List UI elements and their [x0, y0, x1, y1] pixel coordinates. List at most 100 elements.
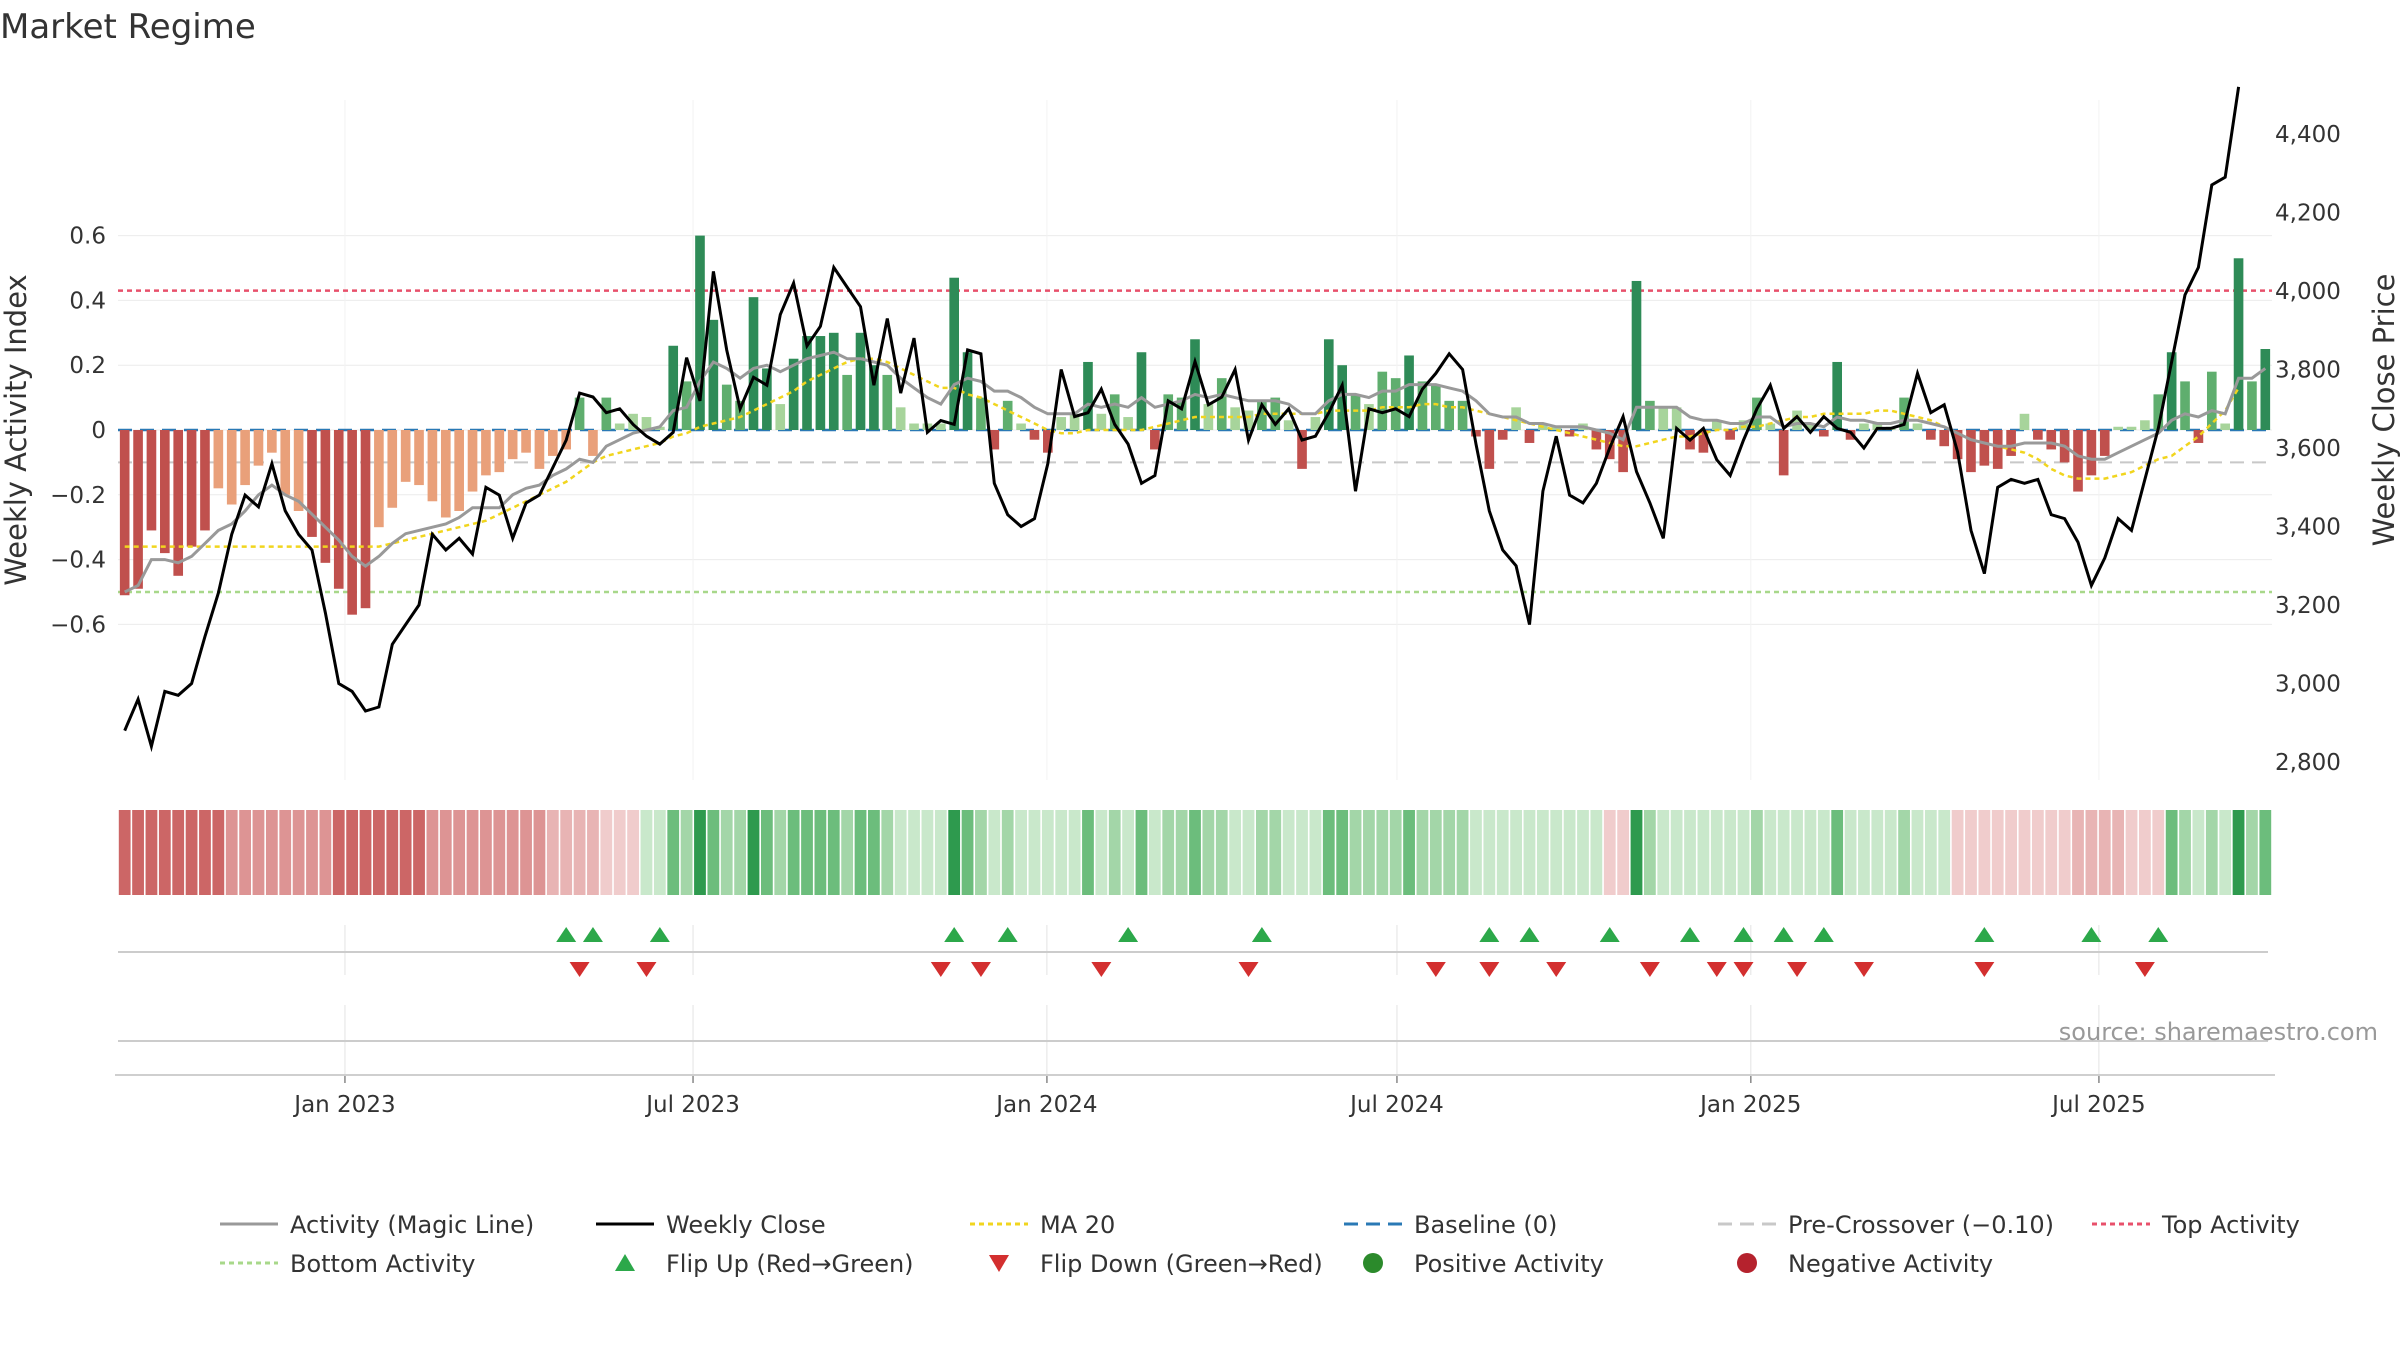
regime-cell — [453, 810, 466, 895]
flip-down-marker — [636, 962, 657, 977]
regime-cell — [306, 810, 318, 895]
activity-bar — [614, 423, 625, 430]
regime-cell — [118, 810, 131, 895]
activity-bar — [1230, 407, 1240, 430]
activity-bar — [1631, 280, 1642, 430]
regime-cell — [1336, 810, 1349, 895]
activity-bar — [387, 430, 398, 508]
regime-cell — [1630, 810, 1643, 895]
regime-cell — [680, 810, 693, 895]
activity-bar — [1457, 400, 1468, 430]
left-axis-label: Weekly Activity Index — [0, 274, 33, 585]
regime-cell — [1202, 810, 1215, 895]
legend-swatch — [1737, 1253, 1757, 1273]
regime-cell — [1496, 810, 1509, 895]
activity-bar — [253, 430, 264, 466]
activity-bar — [655, 426, 665, 430]
activity-bar — [347, 430, 357, 615]
regime-cell — [292, 810, 305, 895]
activity-bar — [1404, 355, 1414, 430]
flip-down-marker — [1706, 962, 1727, 977]
regime-cell — [1657, 810, 1670, 895]
activity-bar — [1377, 371, 1388, 430]
regime-cell — [279, 810, 292, 895]
activity-bar — [1029, 430, 1040, 440]
activity-bar — [2260, 349, 2271, 430]
regime-cell — [1991, 810, 2004, 895]
activity-bar — [1818, 430, 1829, 437]
activity-bar — [1805, 423, 1816, 430]
regime-cell — [868, 810, 880, 895]
flip-down-marker — [1974, 962, 1995, 977]
regime-cell — [2165, 810, 2178, 895]
flip-down-marker — [1787, 962, 1808, 977]
activity-bar — [1390, 378, 1401, 430]
regime-cell — [1577, 810, 1589, 895]
regime-cell — [1751, 810, 1763, 895]
activity-bar — [133, 430, 143, 589]
regime-cell — [1242, 810, 1255, 895]
regime-cell — [1684, 810, 1696, 895]
regime-cell — [1148, 810, 1161, 895]
activity-bar — [2126, 426, 2137, 430]
legend: Activity (Magic Line) Weekly Close MA 20 Ba… — [220, 1211, 2300, 1278]
flip-up-marker — [1599, 927, 1620, 942]
x-tick-label: Jul 2025 — [2050, 1092, 2146, 1118]
activity-bar — [1350, 394, 1361, 430]
regime-cell — [2246, 810, 2258, 895]
activity-bar — [1952, 430, 1963, 460]
regime-cell — [1884, 810, 1897, 895]
regime-cell — [2125, 810, 2138, 895]
regime-cell — [1697, 810, 1710, 895]
regime-cell — [225, 810, 238, 895]
activity-bar — [1912, 423, 1923, 430]
regime-cell — [814, 810, 827, 895]
activity-bar — [588, 430, 598, 456]
regime-cell — [2179, 810, 2191, 895]
regime-cell — [1483, 810, 1496, 895]
flip-down-marker — [1733, 962, 1754, 977]
regime-cell — [346, 810, 359, 895]
activity-bar — [1872, 423, 1883, 430]
activity-bar — [989, 430, 1000, 450]
regime-cell — [2232, 810, 2245, 895]
regime-cell — [948, 810, 961, 895]
activity-bar — [788, 358, 799, 430]
x-tick-label: Jan 2024 — [994, 1092, 1097, 1118]
regime-cell — [413, 810, 425, 895]
legend-label: Pre-Crossover (−0.10) — [1788, 1211, 2054, 1239]
regime-cell — [1015, 810, 1027, 895]
activity-bar — [1431, 384, 1441, 430]
legend-swatch — [1363, 1253, 1383, 1273]
activity-bar — [400, 430, 411, 482]
activity-bar — [440, 430, 451, 518]
regime-cell — [386, 810, 399, 895]
regime-cell — [587, 810, 599, 895]
activity-bar — [240, 430, 250, 486]
right-tick-label: 2,800 — [2275, 750, 2341, 776]
activity-bar — [427, 430, 438, 502]
activity-bar — [454, 430, 464, 511]
regime-cell — [158, 810, 171, 895]
legend-label: Top Activity — [2161, 1211, 2300, 1239]
activity-bar — [1337, 365, 1347, 430]
activity-bar — [855, 332, 866, 430]
left-tick-label: −0.2 — [50, 483, 106, 509]
ma20-line — [124, 357, 2240, 548]
activity-bar — [949, 277, 959, 430]
regime-cell — [1215, 810, 1228, 895]
flip-up-marker — [556, 927, 577, 942]
activity-bar — [1484, 430, 1495, 469]
legend-swatch — [615, 1254, 635, 1271]
left-tick-label: 0.4 — [69, 288, 106, 314]
regime-cell — [185, 810, 198, 895]
regime-cell — [1296, 810, 1308, 895]
regime-cell — [1924, 810, 1937, 895]
legend-label: Flip Down (Green→Red) — [1040, 1250, 1323, 1278]
flip-down-marker — [569, 962, 590, 977]
activity-bar — [1310, 417, 1321, 430]
regime-cell — [1376, 810, 1389, 895]
legend-label: Weekly Close — [666, 1211, 826, 1239]
source-note: source: sharemaestro.com — [2059, 1018, 2378, 1046]
flip-up-marker — [582, 927, 603, 942]
